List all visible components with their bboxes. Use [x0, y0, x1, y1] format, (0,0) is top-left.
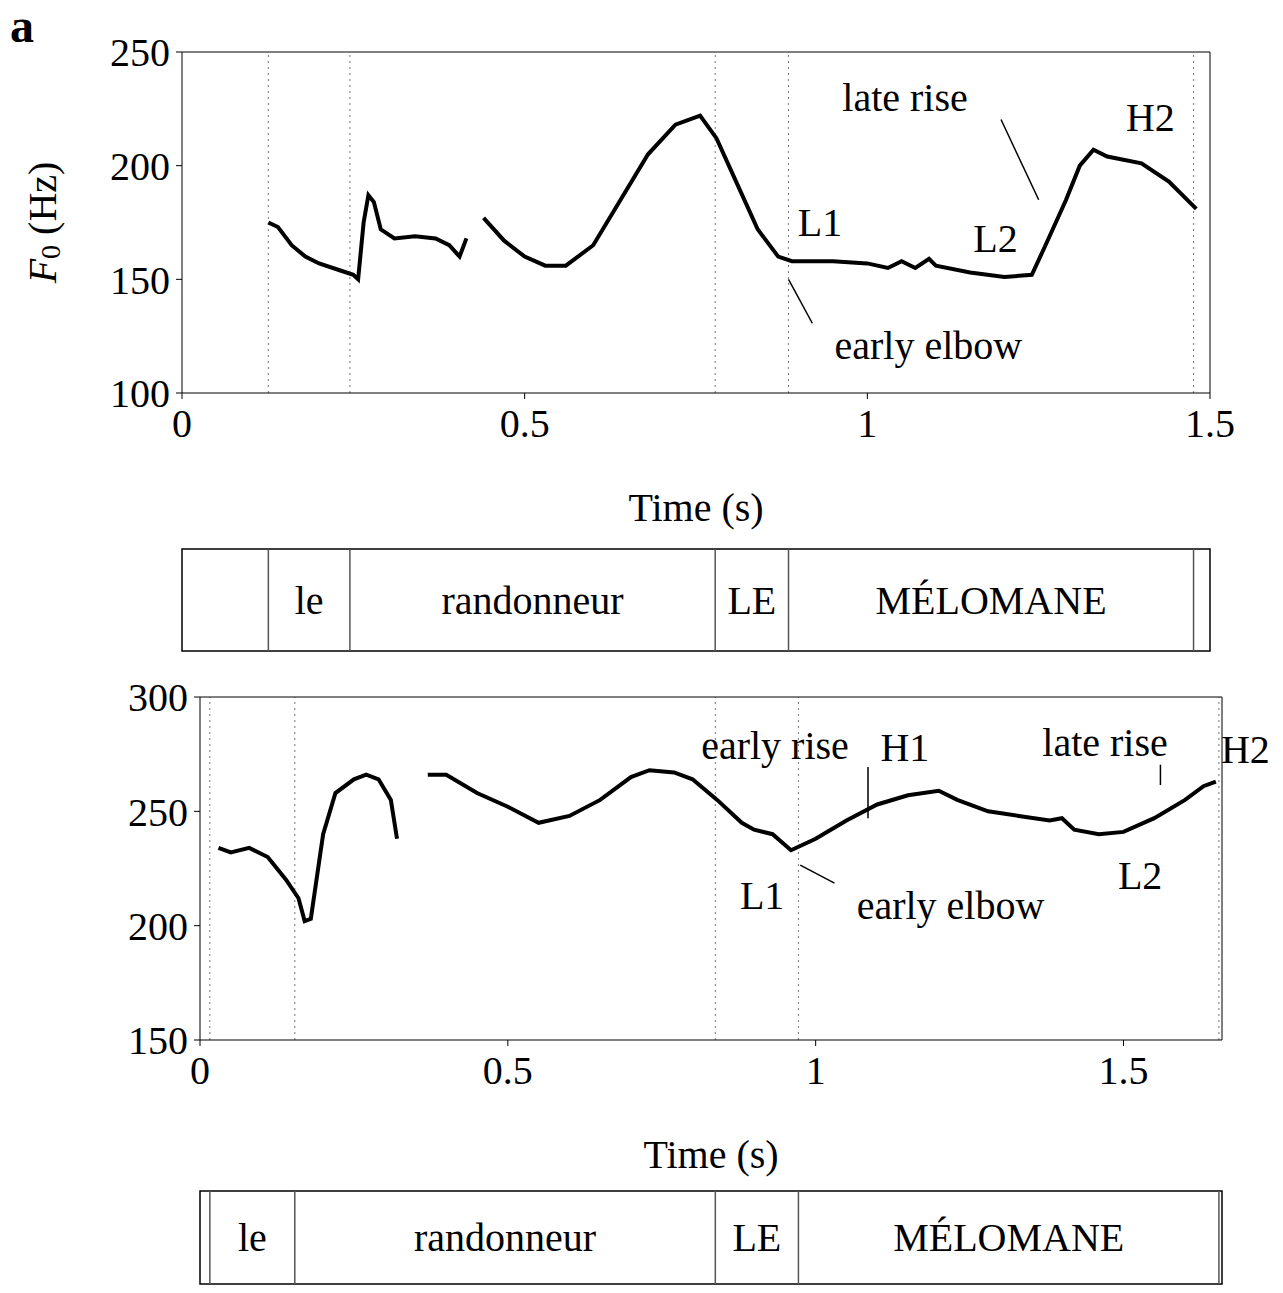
- svg-text:early elbow: early elbow: [857, 883, 1045, 928]
- svg-text:Time (s): Time (s): [628, 485, 763, 530]
- svg-text:Time (s): Time (s): [643, 1132, 778, 1177]
- svg-text:L1: L1: [798, 200, 842, 245]
- svg-text:a: a: [10, 0, 34, 52]
- svg-text:H2: H2: [1126, 95, 1175, 140]
- svg-text:0: 0: [172, 401, 192, 446]
- svg-text:le: le: [295, 578, 324, 623]
- svg-text:150: 150: [128, 1018, 188, 1063]
- svg-text:200: 200: [128, 904, 188, 949]
- svg-text:le: le: [238, 1215, 267, 1260]
- svg-text:MÉLOMANE: MÉLOMANE: [893, 1215, 1124, 1260]
- svg-text:early elbow: early elbow: [834, 323, 1022, 368]
- svg-text:H2: H2: [1221, 727, 1270, 772]
- svg-text:1: 1: [857, 401, 877, 446]
- svg-text:late rise: late rise: [1042, 720, 1168, 765]
- svg-text:F0 (Hz): F0 (Hz): [20, 162, 66, 285]
- svg-text:0.5: 0.5: [483, 1048, 533, 1093]
- svg-text:MÉLOMANE: MÉLOMANE: [875, 578, 1106, 623]
- svg-text:H1: H1: [880, 725, 929, 770]
- svg-text:1.5: 1.5: [1098, 1048, 1148, 1093]
- svg-text:L2: L2: [1118, 853, 1162, 898]
- svg-text:randonneur: randonneur: [414, 1215, 596, 1260]
- svg-text:LE: LE: [732, 1215, 781, 1260]
- svg-text:300: 300: [128, 675, 188, 720]
- svg-text:randonneur: randonneur: [441, 578, 623, 623]
- svg-text:250: 250: [128, 790, 188, 835]
- svg-text:LE: LE: [727, 578, 776, 623]
- svg-text:250: 250: [110, 30, 170, 75]
- svg-text:0.5: 0.5: [500, 401, 550, 446]
- svg-text:0: 0: [190, 1048, 210, 1093]
- svg-text:200: 200: [110, 144, 170, 189]
- svg-text:150: 150: [110, 258, 170, 303]
- svg-text:L2: L2: [973, 216, 1017, 261]
- svg-text:100: 100: [110, 371, 170, 416]
- svg-text:1.5: 1.5: [1185, 401, 1235, 446]
- svg-text:1: 1: [806, 1048, 826, 1093]
- svg-text:late rise: late rise: [842, 75, 968, 120]
- svg-text:L1: L1: [740, 873, 784, 918]
- svg-text:early rise: early rise: [701, 723, 849, 768]
